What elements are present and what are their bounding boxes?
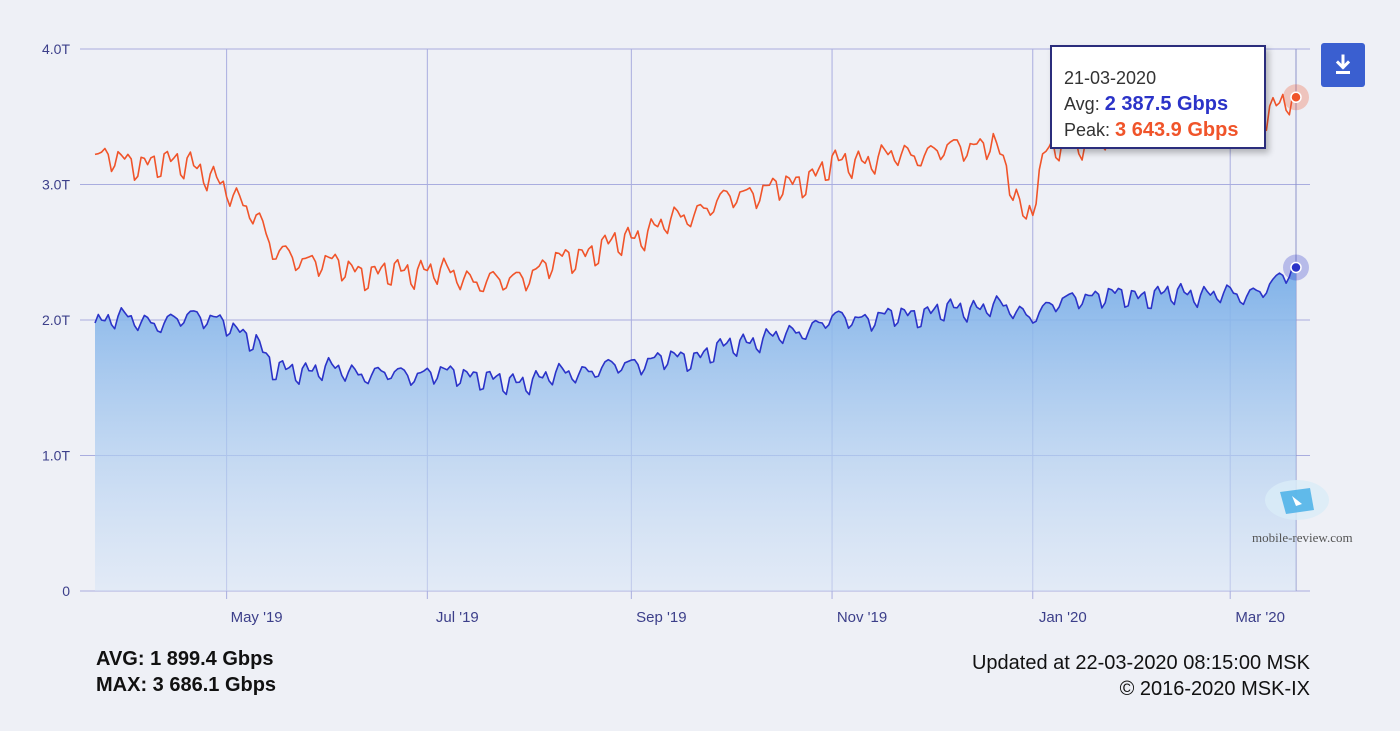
peak-marker-point — [1290, 91, 1302, 104]
avg-area — [95, 266, 1296, 591]
x-tick-label: May '19 — [231, 609, 283, 626]
tooltip-avg-label: Avg: — [1064, 94, 1100, 114]
tooltip-avg: Avg: 2 387.5 Gbps — [1064, 91, 1252, 117]
mobile-review-logo — [1265, 480, 1329, 520]
tooltip-avg-value: 2 387.5 Gbps — [1104, 93, 1229, 115]
download-icon — [1335, 54, 1351, 74]
copyright: © 2016-2020 MSK-IX — [1119, 678, 1310, 700]
stats-avg: AVG: 1 899.4 Gbps — [96, 648, 274, 670]
y-tick-label: 0 — [62, 583, 70, 599]
stats-summary: AVG: 1 899.4 Gbps MAX: 3 686.1 Gbps — [96, 646, 276, 698]
x-tick-label: Sep '19 — [636, 609, 686, 626]
tooltip-peak: Peak: 3 643.9 Gbps — [1064, 117, 1252, 143]
x-tick-label: Jul '19 — [436, 609, 479, 626]
chart-tooltip: 21-03-2020 Avg: 2 387.5 Gbps Peak: 3 643… — [1050, 45, 1266, 149]
x-tick-label: Nov '19 — [837, 609, 887, 626]
updated-timestamp: Updated at 22-03-2020 08:15:00 MSK — [971, 652, 1310, 674]
footer: Updated at 22-03-2020 08:15:00 MSK © 201… — [972, 650, 1310, 702]
x-tick-label: Mar '20 — [1235, 609, 1285, 626]
y-tick-label: 4.0T — [42, 41, 70, 57]
y-tick-label: 2.0T — [42, 312, 70, 328]
traffic-chart: 0 1.0T 2.0T 3.0T 4.0T May '19 Jul '19 Sep '19 No… — [42, 41, 1310, 626]
y-tick-label: 1.0T — [42, 448, 70, 464]
avg-marker-point — [1290, 261, 1302, 274]
y-tick-label: 3.0T — [42, 177, 70, 193]
download-button[interactable] — [1321, 43, 1365, 87]
tooltip-peak-label: Peak: — [1064, 120, 1111, 140]
x-tick-label: Jan '20 — [1039, 609, 1087, 626]
avg-area-fill — [95, 266, 1296, 591]
hover-markers — [1283, 84, 1309, 281]
stats-max: MAX: 3 686.1 Gbps — [96, 674, 277, 696]
avg-series-line — [94, 265, 1297, 396]
watermark-text: mobile-review.com — [1252, 530, 1353, 545]
axis-labels: 0 1.0T 2.0T 3.0T 4.0T May '19 Jul '19 Sep '19 No… — [42, 41, 1285, 626]
tooltip-peak-value: 3 643.9 Gbps — [1115, 119, 1239, 141]
tooltip-date: 21-03-2020 — [1064, 68, 1157, 88]
